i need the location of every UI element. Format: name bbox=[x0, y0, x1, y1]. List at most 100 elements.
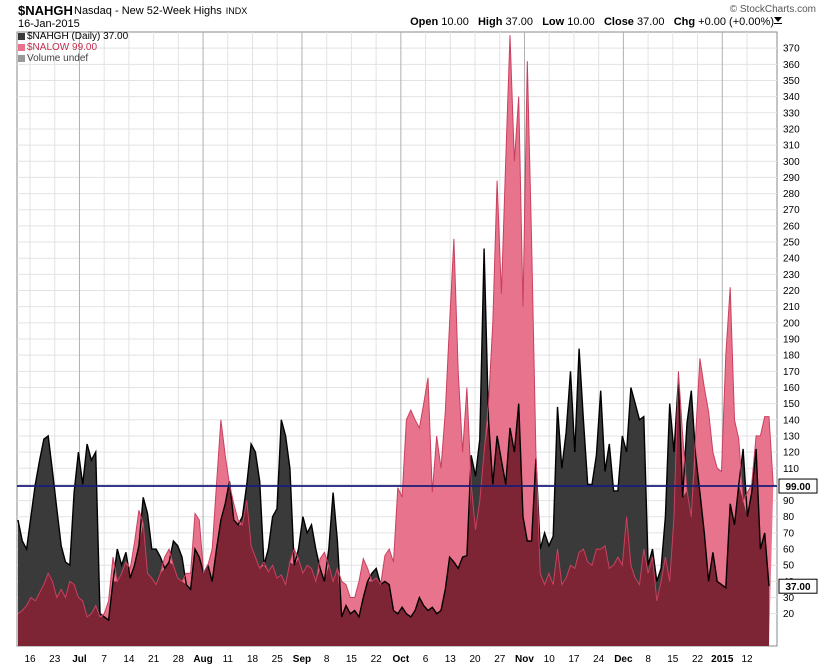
y-tick-label: 370 bbox=[783, 44, 800, 55]
legend-secondary-label: $NALOW 99.00 bbox=[27, 42, 98, 53]
low-value: 10.00 bbox=[567, 16, 595, 28]
close-value: 37.00 bbox=[637, 16, 665, 28]
y-tick-label: 270 bbox=[783, 205, 800, 216]
y-tick-label: 200 bbox=[783, 318, 800, 329]
y-tick-label: 150 bbox=[783, 399, 800, 410]
y-tick-label: 210 bbox=[783, 302, 800, 313]
series-highs-line bbox=[17, 248, 770, 622]
y-tick-label: 330 bbox=[783, 108, 800, 119]
y-tick-label: 340 bbox=[783, 92, 800, 103]
x-tick-label: 14 bbox=[123, 654, 135, 665]
y-tick-label: 170 bbox=[783, 367, 800, 378]
low-label: Low bbox=[542, 16, 565, 28]
x-tick-label: 6 bbox=[423, 654, 429, 665]
value-label: 37.00 bbox=[785, 582, 810, 593]
secondary-swatch-icon bbox=[18, 43, 25, 51]
x-tick-label: 13 bbox=[445, 654, 457, 665]
x-tick-label: 20 bbox=[469, 654, 481, 665]
high-label: High bbox=[477, 16, 503, 28]
y-tick-label: 60 bbox=[783, 545, 795, 556]
y-tick-label: 120 bbox=[783, 448, 800, 459]
symbol: $NAHGH bbox=[18, 3, 73, 18]
x-tick-label: 22 bbox=[371, 654, 383, 665]
index-name: Nasdaq - New 52-Week Highs INDX bbox=[74, 5, 247, 17]
x-axis: 16 23 Jul 7 14 21 28 Aug 11 18 25 Sep 8 15 22 Oct 6 13 20 2… bbox=[24, 654, 753, 665]
chart-date: 16-Jan-2015 bbox=[18, 18, 80, 30]
areas bbox=[17, 35, 777, 646]
exchange: INDX bbox=[225, 6, 248, 16]
legend-volume: Volume undef bbox=[18, 53, 88, 64]
x-tick-label: 12 bbox=[741, 654, 753, 665]
x-tick-label: 24 bbox=[593, 654, 605, 665]
x-tick-label: 21 bbox=[148, 654, 160, 665]
value-label: 99.00 bbox=[785, 482, 810, 493]
x-tick-label: 18 bbox=[247, 654, 259, 665]
y-tick-label: 220 bbox=[783, 286, 800, 297]
ohlc-readout: Open 10.00 High 37.00 Low 10.00 Close 37… bbox=[410, 16, 774, 28]
x-tick-label: 23 bbox=[49, 654, 61, 665]
x-tick-label: 8 bbox=[645, 654, 651, 665]
y-tick-label: 110 bbox=[783, 464, 799, 475]
y-tick-label: 290 bbox=[783, 173, 800, 184]
x-tick-label: 10 bbox=[544, 654, 556, 665]
y-tick-label: 250 bbox=[783, 238, 800, 249]
series-overlap-area bbox=[18, 379, 769, 646]
x-tick-label: Jul bbox=[72, 654, 87, 665]
y-tick-label: 190 bbox=[783, 335, 800, 346]
y-tick-label: 160 bbox=[783, 383, 800, 394]
y-tick-label: 90 bbox=[783, 496, 795, 507]
x-tick-label: Oct bbox=[393, 654, 410, 665]
x-tick-label: 16 bbox=[24, 654, 36, 665]
index-name-text: Nasdaq - New 52-Week Highs bbox=[74, 5, 222, 17]
credit: © StockCharts.com bbox=[729, 4, 816, 15]
y-axis: 2030405060708090100110120130140150160170… bbox=[783, 44, 800, 621]
x-tick-label: 17 bbox=[568, 654, 580, 665]
y-tick-label: 180 bbox=[783, 351, 800, 362]
menu-icon[interactable] bbox=[774, 14, 782, 24]
value-label-box bbox=[778, 578, 818, 594]
y-tick-label: 320 bbox=[783, 124, 800, 135]
open-value: 10.00 bbox=[441, 16, 469, 28]
y-tick-label: 70 bbox=[783, 528, 795, 539]
high-value: 37.00 bbox=[505, 16, 534, 28]
legend-primary: $NAHGH (Daily) 37.00 bbox=[18, 31, 128, 42]
x-tick-label: 27 bbox=[494, 654, 506, 665]
open-label: Open bbox=[410, 16, 439, 28]
x-tick-label: 7 bbox=[101, 654, 107, 665]
y-tick-label: 280 bbox=[783, 189, 800, 200]
series-lows-line bbox=[17, 35, 774, 618]
x-tick-label: 2015 bbox=[711, 654, 734, 665]
y-tick-label: 350 bbox=[783, 76, 800, 87]
y-tick-label: 360 bbox=[783, 60, 800, 71]
x-tick-label: 28 bbox=[173, 654, 185, 665]
y-tick-label: 50 bbox=[783, 561, 795, 572]
x-tick-label: Aug bbox=[193, 654, 212, 665]
y-tick-label: 130 bbox=[783, 431, 800, 442]
y-tick-label: 310 bbox=[783, 141, 800, 152]
x-tick-label: 22 bbox=[692, 654, 704, 665]
volume-swatch-icon bbox=[18, 54, 25, 62]
chg-label: Chg bbox=[673, 16, 696, 28]
x-tick-label: Dec bbox=[614, 654, 633, 665]
primary-swatch-icon bbox=[18, 32, 25, 40]
x-tick-label: Nov bbox=[515, 654, 534, 665]
x-tick-label: 15 bbox=[667, 654, 679, 665]
x-tick-label: 8 bbox=[324, 654, 330, 665]
chg-value: +0.00 (+0.00%) bbox=[698, 16, 774, 28]
y-tick-label: 260 bbox=[783, 221, 800, 232]
y-tick-label: 80 bbox=[783, 512, 795, 523]
x-tick-label: 15 bbox=[346, 654, 358, 665]
y-tick-label: 230 bbox=[783, 270, 800, 281]
legend-primary-label: $NAHGH (Daily) 37.00 bbox=[27, 31, 129, 42]
legend-volume-label: Volume undef bbox=[27, 53, 89, 64]
y-tick-label: 20 bbox=[783, 609, 795, 620]
close-label: Close bbox=[603, 16, 634, 28]
x-tick-label: 25 bbox=[272, 654, 284, 665]
y-tick-label: 30 bbox=[783, 593, 795, 604]
y-tick-label: 300 bbox=[783, 157, 800, 168]
series-highs-area bbox=[18, 248, 769, 646]
legend-secondary: $NALOW 99.00 bbox=[18, 42, 97, 53]
value-label-box bbox=[778, 478, 818, 494]
y-tick-label: 140 bbox=[783, 415, 800, 426]
